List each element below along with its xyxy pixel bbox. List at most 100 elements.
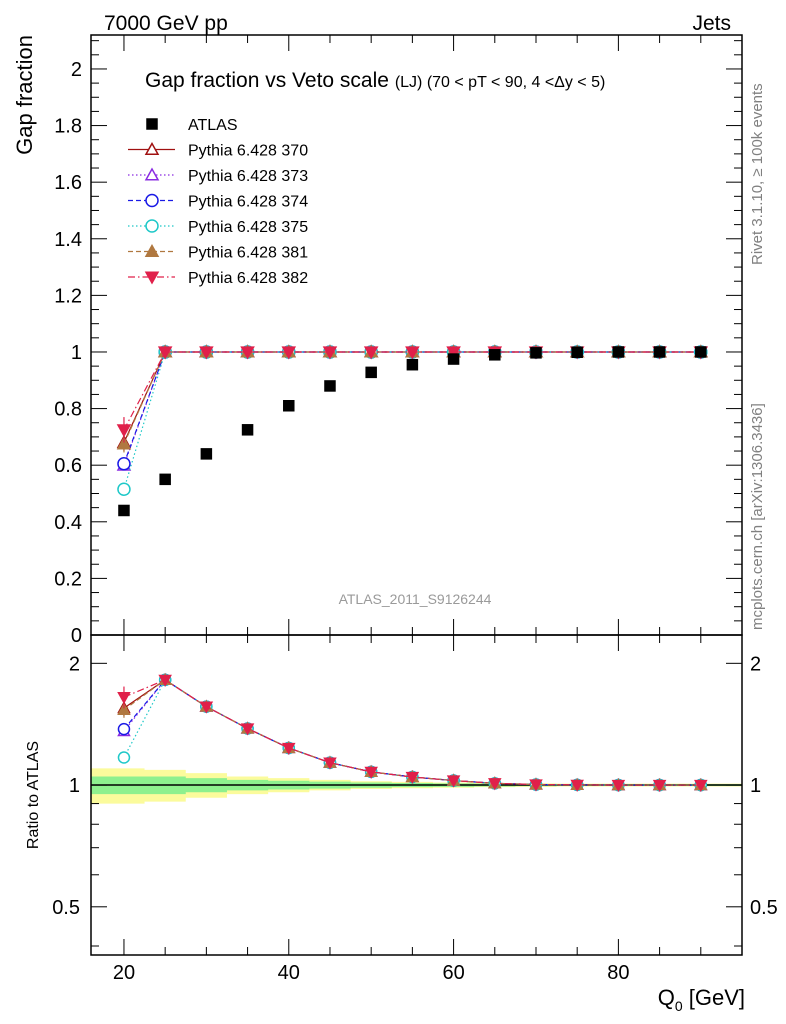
data-point-marker xyxy=(117,691,131,705)
data-point-marker xyxy=(529,779,543,792)
data-point-marker xyxy=(199,701,214,714)
x-tick-label: 80 xyxy=(607,962,629,984)
x-axis-label-unit: [GeV] xyxy=(683,985,745,1010)
data-point-marker xyxy=(144,141,160,156)
y-tick-label: 1.2 xyxy=(54,285,82,307)
data-point-marker xyxy=(653,346,666,358)
ratio-plot-data xyxy=(117,672,708,793)
y-tick-label: 2 xyxy=(71,59,82,81)
x-tick-label: 20 xyxy=(113,962,135,984)
y-tick-label: 1 xyxy=(71,342,82,364)
data-point-marker xyxy=(570,779,584,792)
data-point-marker xyxy=(363,346,379,360)
data-point-marker xyxy=(157,346,173,360)
ratio-y-tick-label: 2 xyxy=(69,653,80,675)
y-tick-label: 0 xyxy=(71,625,82,647)
x-tick-label: 60 xyxy=(442,962,464,984)
data-point-marker xyxy=(611,779,626,793)
data-point-marker xyxy=(159,473,171,486)
data-point-marker xyxy=(405,771,420,785)
data-point-marker xyxy=(116,424,132,438)
ratio-axis-ticks xyxy=(91,635,743,955)
data-point-marker xyxy=(488,778,502,791)
data-point-marker xyxy=(571,346,583,359)
plot-title-cuts: (LJ) (70 < pT < 90, 4 <Δy < 5) xyxy=(395,74,606,91)
ratio-plot-panel: 0.5 0.5 1 1 2 2 20 40 60 80 Ratio to ATLAS Q0 [G… xyxy=(25,634,778,1014)
data-point-marker xyxy=(240,723,255,736)
x-tick-labels: 20 40 60 80 xyxy=(113,962,630,984)
legend-label: Pythia 6.428 373 xyxy=(188,168,308,185)
ratio-y-tick-label: 0.5 xyxy=(52,897,80,919)
data-point-marker xyxy=(323,757,337,770)
main-plot-panel: 0 0.2 0.4 0.6 0.8 1 1.2 1.4 1.6 1.8 2 Gap fraction… xyxy=(12,34,743,647)
data-point-marker xyxy=(281,346,297,360)
y-tick-label: 0.6 xyxy=(54,455,82,477)
data-point-marker xyxy=(405,346,420,360)
data-point-marker xyxy=(144,167,160,181)
data-point-marker xyxy=(144,243,160,258)
data-point-marker xyxy=(365,366,377,379)
data-point-marker xyxy=(199,346,214,360)
data-point-marker xyxy=(200,448,213,460)
ratio-series-line xyxy=(123,679,701,786)
data-point-marker xyxy=(489,349,501,361)
x-axis-label-main: Q xyxy=(658,985,675,1010)
data-point-marker xyxy=(324,380,336,392)
data-point-marker xyxy=(117,751,131,764)
legend: ATLAS Pythia 6.428 370 Pythia 6.428 373 Pyt… xyxy=(128,117,308,287)
data-point-marker xyxy=(281,742,296,756)
legend-label: Pythia 6.428 381 xyxy=(188,245,308,262)
y-tick-label: 1.8 xyxy=(54,116,82,138)
ratio-y-tick-label-right: 0.5 xyxy=(750,897,778,919)
legend-label: Pythia 6.428 370 xyxy=(188,143,308,160)
analysis-watermark: ATLAS_2011_S9126244 xyxy=(339,591,492,607)
main-y-tick-labels: 0 0.2 0.4 0.6 0.8 1 1.2 1.4 1.6 1.8 2 xyxy=(54,59,82,647)
ratio-series-line xyxy=(123,679,701,786)
data-point-marker xyxy=(364,766,378,779)
data-point-marker xyxy=(146,118,158,130)
data-point-marker xyxy=(283,400,295,412)
x-tick-label: 40 xyxy=(278,962,300,984)
plot-title: Gap fraction vs Veto scale (LJ) (70 < pT… xyxy=(145,69,605,92)
data-point-marker xyxy=(241,424,254,436)
data-point-marker xyxy=(695,346,707,358)
mcplots-text: mcplots.cern.ch [arXiv:1306.3436] xyxy=(749,403,766,630)
ratio-y-tick-labels: 0.5 0.5 1 1 2 2 xyxy=(52,653,778,918)
data-point-marker xyxy=(117,482,131,496)
ratio-plot-frame xyxy=(90,634,743,956)
legend-label: Pythia 6.428 382 xyxy=(188,270,308,287)
ratio-y-tick-label-right: 2 xyxy=(750,653,761,675)
data-point-marker xyxy=(118,504,130,517)
data-point-marker xyxy=(116,436,132,450)
main-axis-ticks xyxy=(91,35,743,636)
data-point-marker xyxy=(145,219,159,233)
data-point-marker xyxy=(446,775,461,788)
data-point-marker xyxy=(145,193,159,208)
y-tick-label: 0.4 xyxy=(54,512,82,534)
y-tick-label: 1.6 xyxy=(54,172,82,194)
data-point-marker xyxy=(447,353,460,365)
data-point-marker xyxy=(446,346,461,360)
legend-label: Pythia 6.428 374 xyxy=(188,194,308,211)
ratio-series-line xyxy=(123,679,701,786)
header-right-text: Jets xyxy=(692,12,731,35)
data-point-marker xyxy=(144,271,160,285)
legend-label: Pythia 6.428 375 xyxy=(188,219,308,236)
main-plot-data xyxy=(116,344,709,517)
ratio-y-tick-label-right: 1 xyxy=(750,775,761,797)
data-point-marker xyxy=(530,347,542,359)
x-axis-label-sub: 0 xyxy=(675,998,683,1014)
ratio-y-axis-label: Ratio to ATLAS xyxy=(25,741,42,849)
series-line xyxy=(123,351,701,490)
ratio-y-tick-label: 1 xyxy=(69,775,80,797)
plot-title-main: Gap fraction vs Veto scale xyxy=(145,69,389,92)
data-point-marker xyxy=(694,779,708,793)
legend-label: ATLAS xyxy=(188,117,238,134)
data-point-marker xyxy=(117,722,131,736)
ratio-series-line xyxy=(123,679,701,786)
data-point-marker xyxy=(117,457,131,471)
data-point-marker xyxy=(158,674,172,687)
y-tick-label: 1.4 xyxy=(54,229,82,251)
main-y-axis-label: Gap fraction xyxy=(12,35,37,155)
